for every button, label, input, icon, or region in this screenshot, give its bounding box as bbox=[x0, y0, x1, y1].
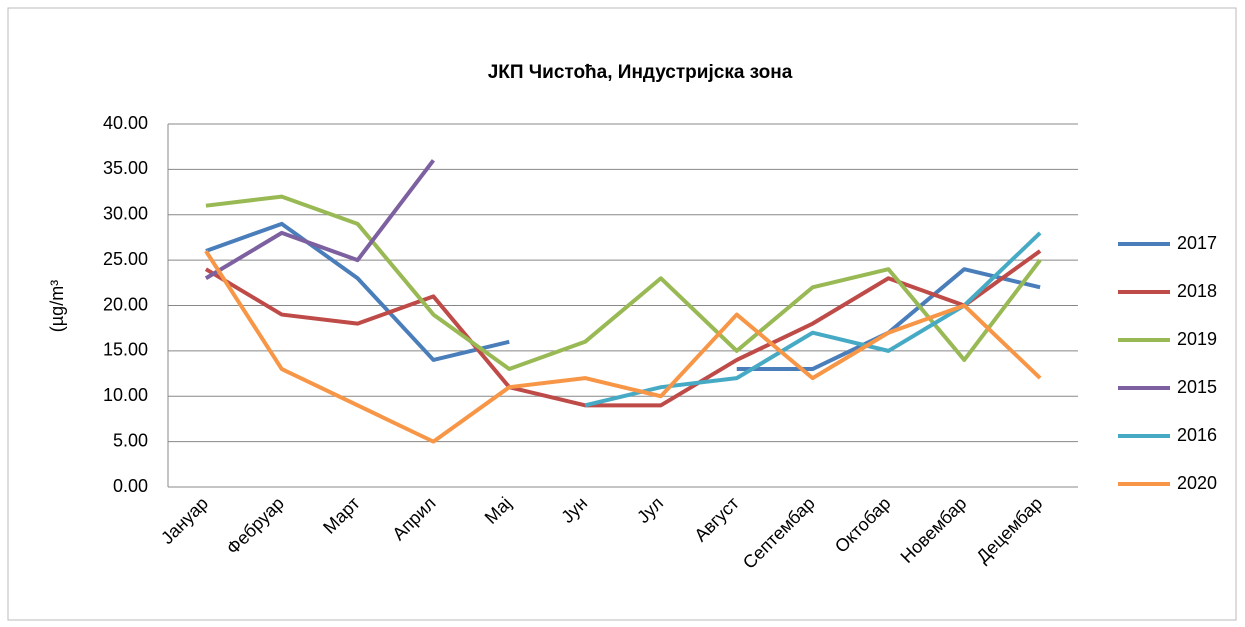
legend-label: 2015 bbox=[1177, 377, 1217, 397]
y-tick-label: 35.00 bbox=[103, 158, 148, 178]
legend-label: 2016 bbox=[1177, 425, 1217, 445]
y-tick-label: 5.00 bbox=[113, 430, 148, 450]
chart-title: ЈКП Чистоћа, Индустријска зона bbox=[488, 62, 793, 83]
y-tick-label: 30.00 bbox=[103, 204, 148, 224]
y-tick-label: 0.00 bbox=[113, 476, 148, 496]
series-line bbox=[204, 159, 436, 280]
legend-label: 2017 bbox=[1177, 233, 1217, 253]
chart-frame bbox=[7, 7, 1237, 621]
legend-label: 2020 bbox=[1177, 473, 1217, 493]
y-tick-label: 15.00 bbox=[103, 340, 148, 360]
y-tick-label: 10.00 bbox=[103, 385, 148, 405]
y-tick-label: 20.00 bbox=[103, 294, 148, 314]
y-axis-label: (µg/m³ bbox=[47, 280, 67, 332]
legend-label: 2018 bbox=[1177, 281, 1217, 301]
y-tick-label: 25.00 bbox=[103, 249, 148, 269]
legend-label: 2019 bbox=[1177, 329, 1217, 349]
series-line bbox=[204, 249, 1042, 444]
series-line bbox=[205, 194, 1042, 372]
y-tick-label: 40.00 bbox=[103, 113, 148, 133]
